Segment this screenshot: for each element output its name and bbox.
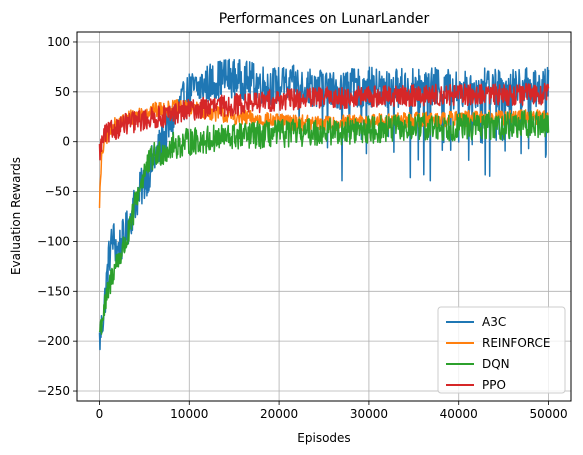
plot-frame [76, 31, 572, 402]
x-tick-label: 10000 [170, 407, 208, 421]
y-tick-label: 100 [47, 35, 70, 49]
legend-label: DQN [482, 357, 510, 371]
x-axis-ticks: 0 10000 20000 30000 40000 50000 [96, 401, 568, 421]
y-tick-label: −150 [37, 284, 70, 298]
y-tick-label: −100 [37, 234, 70, 248]
y-axis-label: Evaluation Rewards [9, 157, 23, 275]
x-axis-label: Episodes [297, 431, 350, 445]
x-tick-label: 0 [96, 407, 104, 421]
series-line-dqn [98, 110, 550, 335]
x-tick-label: 30000 [350, 407, 388, 421]
plot-area [76, 31, 572, 402]
y-tick-label: −200 [37, 334, 70, 348]
legend-box [437, 306, 566, 394]
y-tick-label: 50 [55, 85, 70, 99]
y-tick-label: −250 [37, 384, 70, 398]
legend: A3C REINFORCE DQN PPO [437, 306, 566, 394]
x-tick-label: 40000 [440, 407, 478, 421]
legend-label: A3C [482, 315, 506, 329]
y-axis-ticks: −250 −200 −150 −100 −50 0 50 100 [37, 35, 77, 398]
y-tick-label: 0 [62, 135, 70, 149]
x-tick-label: 50000 [529, 407, 567, 421]
x-tick-label: 20000 [260, 407, 298, 421]
legend-label: PPO [482, 378, 506, 392]
legend-label: REINFORCE [482, 336, 550, 350]
series-lines [98, 58, 550, 351]
series-line-ppo [98, 82, 550, 161]
y-tick-label: −50 [45, 185, 70, 199]
chart-title: Performances on LunarLander [219, 11, 430, 27]
